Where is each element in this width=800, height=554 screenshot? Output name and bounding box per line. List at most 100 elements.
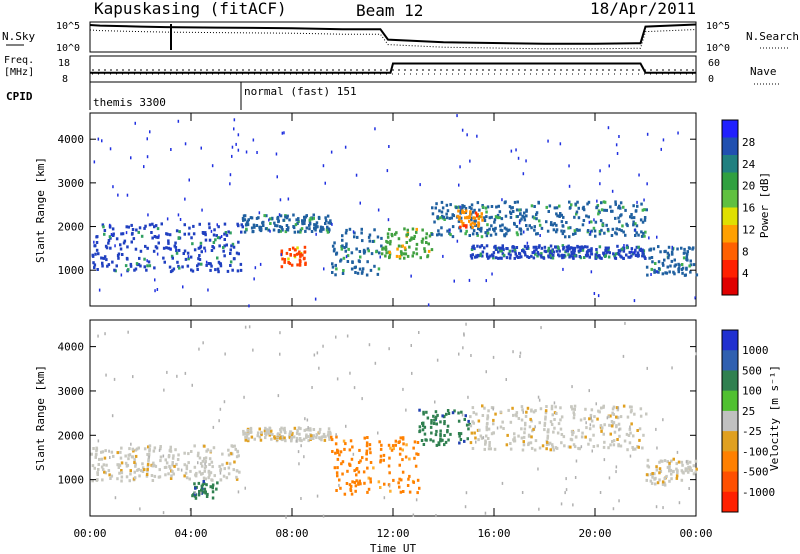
echo-cell xyxy=(249,430,252,434)
echo-cell xyxy=(650,267,653,271)
echo-cell xyxy=(514,413,518,417)
echo-cell xyxy=(498,210,502,214)
echo-cell xyxy=(592,424,595,428)
echo-cell xyxy=(622,205,625,209)
echo-cell xyxy=(197,262,200,266)
echo-cell xyxy=(670,472,673,476)
echo-cell xyxy=(158,468,161,472)
echo-cell xyxy=(181,265,184,269)
echo-cell xyxy=(485,234,489,238)
echo-cell xyxy=(477,217,480,221)
echo-cell xyxy=(559,406,562,410)
echo-cell xyxy=(288,248,291,251)
echo-cell xyxy=(637,233,640,237)
echo-cell xyxy=(434,415,438,419)
echo-cell xyxy=(116,451,119,455)
echo-cell xyxy=(561,244,565,248)
echo-cell xyxy=(243,218,247,222)
echo-cell xyxy=(664,249,667,253)
echo-cell xyxy=(225,233,229,237)
echo-cell xyxy=(465,322,467,326)
echo-cell xyxy=(631,446,634,449)
colorbar-segment xyxy=(722,370,738,392)
echo-cell xyxy=(435,429,438,433)
echo-cell xyxy=(93,263,97,267)
echo-cell xyxy=(398,485,401,489)
echo-cell xyxy=(673,272,676,276)
echo-cell xyxy=(120,475,124,479)
echo-cell xyxy=(229,252,232,255)
echo-cell xyxy=(459,216,463,220)
echo-cell xyxy=(119,450,122,454)
echo-cell xyxy=(335,489,338,492)
echo-cell xyxy=(415,230,418,234)
echo-cell xyxy=(212,246,216,250)
echo-cell xyxy=(518,219,522,223)
echo-cell xyxy=(295,436,299,440)
echo-cell xyxy=(427,249,431,253)
echo-cell xyxy=(632,447,635,451)
echo-cell xyxy=(618,428,620,432)
echo-cell xyxy=(348,463,352,467)
echo-cell xyxy=(290,263,294,267)
echo-cell xyxy=(285,515,287,519)
echo-cell xyxy=(509,212,513,215)
echo-cell xyxy=(550,249,554,253)
echo-cell xyxy=(103,456,107,460)
echo-cell xyxy=(695,352,697,356)
echo-cell xyxy=(469,424,473,428)
echo-cell xyxy=(201,459,205,463)
echo-cell xyxy=(513,432,516,436)
echo-cell xyxy=(237,252,240,256)
echo-cell xyxy=(562,435,566,439)
echo-cell xyxy=(607,250,610,254)
echo-cell xyxy=(658,471,661,475)
echo-cell xyxy=(641,220,645,224)
echo-cell xyxy=(523,218,527,222)
freq-panel: Freq. [MHz] 18 8 60 0 Nave CPID themis 3… xyxy=(4,55,780,110)
echo-cell xyxy=(336,474,339,478)
echo-cell xyxy=(449,233,452,237)
echo-cell xyxy=(184,471,188,475)
echo-cell xyxy=(492,256,495,260)
echo-cell xyxy=(281,257,284,261)
ytick-label: 1000 xyxy=(58,264,85,277)
echo-cell xyxy=(587,249,590,252)
echo-cell xyxy=(677,131,679,135)
echo-cell xyxy=(223,254,226,258)
echo-cell xyxy=(143,265,146,269)
echo-cell xyxy=(611,189,614,193)
echo-cell xyxy=(167,241,170,245)
echo-cell xyxy=(146,259,148,263)
echo-cell xyxy=(602,432,605,436)
echo-cell xyxy=(264,426,267,430)
echo-cell xyxy=(488,216,491,220)
echo-cell xyxy=(94,455,97,459)
echo-cell xyxy=(401,244,404,248)
echo-cell xyxy=(346,469,349,473)
echo-cell xyxy=(298,438,301,442)
echo-cell xyxy=(688,460,692,464)
date-label: 18/Apr/2011 xyxy=(590,0,696,18)
echo-cell xyxy=(564,235,567,239)
velocity-echoes xyxy=(90,321,698,519)
echo-cell xyxy=(483,447,486,451)
echo-cell xyxy=(574,202,577,206)
echo-cell xyxy=(544,417,547,421)
echo-cell xyxy=(101,139,103,143)
echo-cell xyxy=(405,241,408,244)
colorbar-tick-label: 500 xyxy=(742,364,762,377)
echo-cell xyxy=(588,255,591,259)
echo-cell xyxy=(530,204,534,208)
echo-cell xyxy=(314,223,317,227)
echo-cell xyxy=(490,215,493,219)
echo-cell xyxy=(550,221,553,225)
echo-cell xyxy=(436,358,439,362)
echo-cell xyxy=(287,257,290,261)
echo-cell xyxy=(341,238,344,242)
echo-cell xyxy=(559,212,562,215)
echo-cell xyxy=(394,439,398,443)
echo-cell xyxy=(586,229,590,232)
echo-cell xyxy=(284,439,287,443)
echo-cell xyxy=(237,490,240,494)
